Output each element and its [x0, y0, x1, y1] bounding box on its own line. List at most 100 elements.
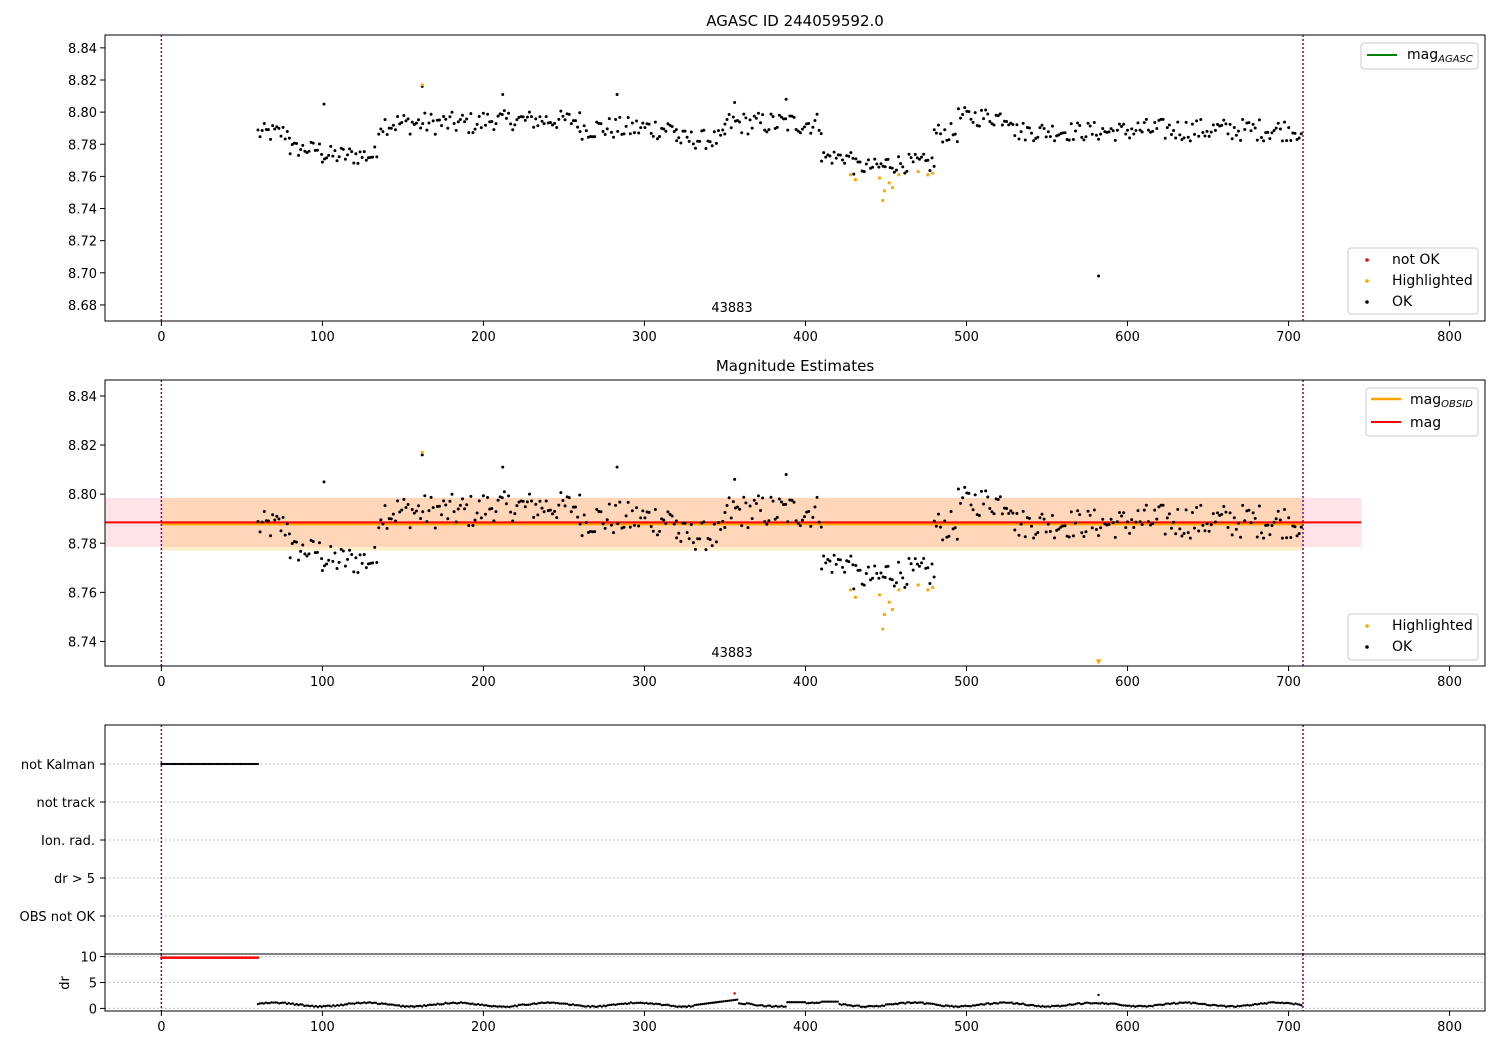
data-point [714, 540, 718, 544]
flag-point [223, 762, 226, 766]
data-point [281, 515, 285, 519]
data-point [674, 519, 678, 523]
dr-point [316, 1005, 320, 1009]
data-point [484, 512, 488, 516]
data-point [1057, 527, 1061, 531]
data-point [502, 490, 506, 494]
dr-point [821, 1000, 824, 1003]
dr-point [1108, 1002, 1112, 1005]
legend-ok: OK [1392, 639, 1413, 655]
data-point [858, 160, 862, 164]
dr-point [361, 1001, 364, 1005]
y-axis: 8.688.708.728.748.768.788.808.828.84 [68, 42, 105, 314]
dr-point [1025, 1004, 1029, 1007]
flag-point [190, 762, 194, 766]
dr-point [631, 1002, 635, 1005]
dr-point [894, 1002, 897, 1005]
flag-point [234, 762, 237, 766]
dr-point [562, 1002, 565, 1005]
dr-point [664, 1003, 667, 1007]
data-point [320, 557, 324, 561]
flag-point [192, 762, 195, 766]
data-point [1190, 510, 1194, 514]
data-point [456, 507, 460, 511]
dr-point [1008, 1001, 1011, 1004]
data-point [377, 526, 381, 530]
data-point [1199, 117, 1203, 121]
data-point [894, 168, 898, 172]
data-point [1228, 122, 1232, 126]
flag-point [232, 762, 235, 766]
data-point [425, 128, 429, 132]
dr-point [1161, 1003, 1164, 1007]
data-point [1278, 127, 1282, 131]
dr-point [863, 1005, 866, 1009]
data-point [943, 519, 947, 523]
y-tick-label: 8.78 [68, 537, 97, 552]
x-tick-label: 800 [1437, 1020, 1462, 1035]
data-point [1027, 126, 1031, 130]
data-point [931, 171, 935, 175]
data-point [1048, 530, 1052, 534]
data-point [1243, 128, 1247, 132]
data-point [391, 123, 395, 127]
data-point [1234, 527, 1238, 531]
data-point [1232, 126, 1236, 130]
data-point [847, 560, 851, 564]
data-point [1247, 121, 1251, 125]
dr-point [1097, 993, 1100, 997]
dr-point [1226, 1005, 1230, 1008]
dr-point [305, 1004, 308, 1007]
data-point [679, 141, 683, 145]
data-point [389, 517, 393, 521]
data-point [339, 547, 343, 551]
data-point [689, 523, 693, 527]
dr-point [332, 1004, 335, 1007]
dr-point [507, 1005, 511, 1009]
data-point [922, 556, 926, 560]
data-point [331, 559, 335, 563]
data-point [775, 125, 779, 129]
data-point [856, 160, 860, 164]
data-point [1255, 535, 1259, 539]
data-point [1241, 117, 1245, 121]
dr-point [1004, 1001, 1007, 1004]
data-point [1230, 533, 1234, 537]
dr-point [745, 1002, 749, 1005]
dr-point [324, 1005, 327, 1008]
data-point [1297, 532, 1301, 536]
data-point [311, 141, 315, 145]
dr-point [886, 1003, 890, 1006]
dr-point [815, 1001, 818, 1004]
data-point [871, 165, 875, 169]
dr-point [1130, 1005, 1133, 1008]
dr-point [1137, 1004, 1141, 1008]
data-point [404, 119, 408, 123]
data-point [1209, 523, 1213, 527]
data-point [419, 516, 423, 520]
data-point [616, 522, 620, 526]
data-point [651, 529, 655, 533]
dr-point [337, 1004, 341, 1007]
data-point [593, 530, 597, 534]
dr-point [419, 1004, 422, 1008]
data-point [752, 114, 756, 118]
dr-point [668, 1004, 671, 1007]
data-point [258, 135, 262, 139]
data-point [959, 501, 963, 505]
dr-point [907, 1001, 911, 1004]
data-point [311, 540, 315, 544]
data-point [1009, 121, 1013, 125]
data-point [1216, 511, 1220, 515]
dr-point [712, 1001, 716, 1004]
data-point [1207, 529, 1211, 533]
data-point [849, 151, 853, 155]
data-point [500, 496, 504, 500]
data-point [297, 153, 301, 157]
dr-point [421, 1005, 424, 1008]
data-point [917, 564, 921, 568]
dr-point [515, 1005, 519, 1008]
data-point [360, 561, 364, 565]
data-point [666, 510, 670, 514]
legend-highlighted: Highlighted [1392, 273, 1473, 289]
